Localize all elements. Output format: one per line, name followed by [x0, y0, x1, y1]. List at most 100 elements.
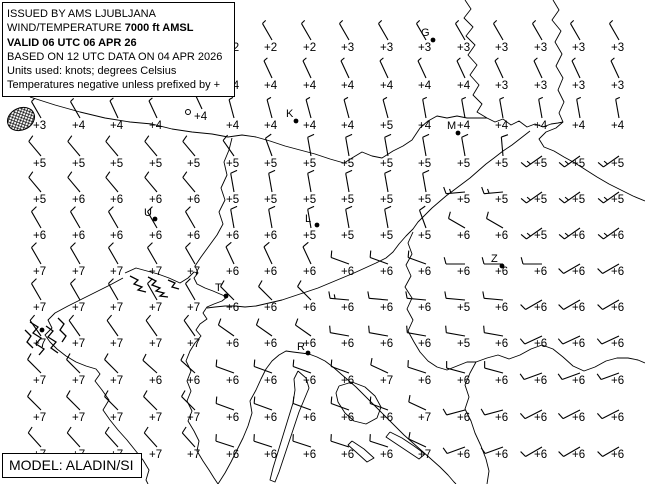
barb-staff	[610, 60, 620, 79]
wind-station: +6	[486, 211, 508, 242]
wind-barb	[105, 171, 119, 193]
temperature-label: +6	[226, 266, 239, 278]
wind-station: +6	[407, 250, 431, 278]
map-outline-krk-island	[335, 381, 382, 425]
wind-barb	[494, 57, 504, 79]
barb-half-tick	[532, 19, 537, 24]
wind-station: +3	[416, 19, 431, 54]
barb-tick	[68, 314, 75, 321]
wind-station: +7	[408, 431, 431, 461]
barb-tick	[481, 186, 485, 194]
barb-staff	[407, 256, 427, 265]
barb-staff	[538, 99, 543, 119]
temperature-label: +6	[418, 375, 431, 387]
wind-barb	[183, 314, 196, 337]
city-marker: G	[421, 27, 436, 43]
barb-tick	[445, 325, 447, 333]
temperature-label: +5	[303, 194, 316, 206]
wind-station: +3	[493, 19, 508, 54]
barb-staff	[292, 402, 312, 411]
temperature-label: +7	[110, 338, 123, 350]
wind-barb	[145, 314, 158, 337]
wind-station: +6	[253, 434, 277, 461]
barb-half-tick	[526, 160, 531, 165]
wind-barb	[70, 278, 81, 301]
city-circle-marker	[185, 109, 191, 115]
temperature-label: +6	[495, 375, 508, 387]
barb-tick	[144, 135, 150, 142]
wind-barb	[500, 134, 509, 157]
barb-staff	[181, 432, 196, 448]
barb-tick	[215, 359, 218, 367]
wind-station: +7	[68, 314, 85, 350]
wind-station: +5	[264, 169, 277, 206]
barb-tick	[519, 338, 526, 345]
temperature-label: +7	[33, 412, 46, 424]
barb-staff	[576, 99, 581, 119]
barb-half-tick	[603, 232, 608, 237]
city-label: K	[286, 108, 294, 120]
wind-station: +4	[264, 96, 278, 132]
barb-tick	[384, 169, 392, 174]
barb-tick	[181, 426, 187, 434]
wind-station: +4	[148, 97, 163, 132]
barb-tick	[557, 413, 564, 419]
wind-station: +6	[292, 396, 316, 424]
wind-barb	[378, 19, 389, 41]
barb-half-tick	[382, 96, 388, 101]
barb-tick	[597, 161, 604, 168]
wind-station: +6	[558, 263, 585, 278]
temperature-label: +3	[572, 42, 585, 54]
barb-staff	[67, 141, 81, 157]
temperature-label: +7	[110, 375, 123, 387]
temperature-label: +5	[149, 158, 162, 170]
temperature-label: +5	[534, 158, 547, 170]
barb-tick	[406, 325, 408, 333]
wind-station: +5	[264, 133, 277, 170]
barb-tick	[422, 133, 430, 138]
barb-half-tick	[262, 19, 267, 24]
lagoon-texture	[45, 325, 59, 354]
wind-station: +7	[31, 278, 46, 314]
wind-barb	[446, 361, 466, 374]
wind-station: +6	[597, 227, 624, 242]
barb-staff	[105, 141, 119, 157]
barb-tick	[558, 268, 564, 274]
map-outline-una-branch	[464, 361, 490, 484]
temperature-label: +6	[457, 412, 470, 424]
lagoon-texture	[29, 321, 45, 356]
temperature-label: +5	[572, 194, 585, 206]
barb-tick	[66, 390, 71, 397]
wind-barb	[368, 325, 389, 337]
temperature-label: +7	[187, 449, 200, 461]
wind-station: +6	[31, 206, 46, 242]
barb-tick	[230, 205, 238, 210]
barb-tick	[29, 314, 36, 321]
wind-station: +4	[302, 57, 317, 92]
barb-staff	[345, 173, 350, 193]
wind-station: +7	[108, 278, 123, 314]
wind-barb	[294, 318, 312, 337]
barb-tick	[105, 135, 111, 142]
temperature-label: +6	[495, 338, 508, 350]
wind-station: +6	[446, 361, 470, 387]
barb-tick	[482, 291, 485, 299]
temperature-label: +3	[495, 80, 508, 92]
wind-station: +6	[369, 396, 393, 424]
wind-station: +6	[405, 291, 431, 314]
wind-station: +3	[455, 19, 470, 54]
temperature-label: +7	[72, 338, 85, 350]
info-line-wind-temperature: WIND/TEMPERATURE 7000 ft AMSL	[7, 22, 194, 35]
temperature-label: +7	[72, 302, 85, 314]
wind-barb	[185, 206, 196, 229]
wind-barb	[456, 57, 466, 79]
barb-staff	[307, 209, 312, 229]
temperature-label: +6	[149, 375, 162, 387]
temperature-label: +5	[418, 230, 431, 242]
wind-station: +6	[225, 241, 239, 278]
wind-barb	[263, 57, 273, 79]
wind-barb	[384, 205, 392, 229]
temperature-label: +6	[264, 449, 277, 461]
barb-tick	[185, 278, 191, 284]
barb-half-tick	[301, 19, 306, 24]
